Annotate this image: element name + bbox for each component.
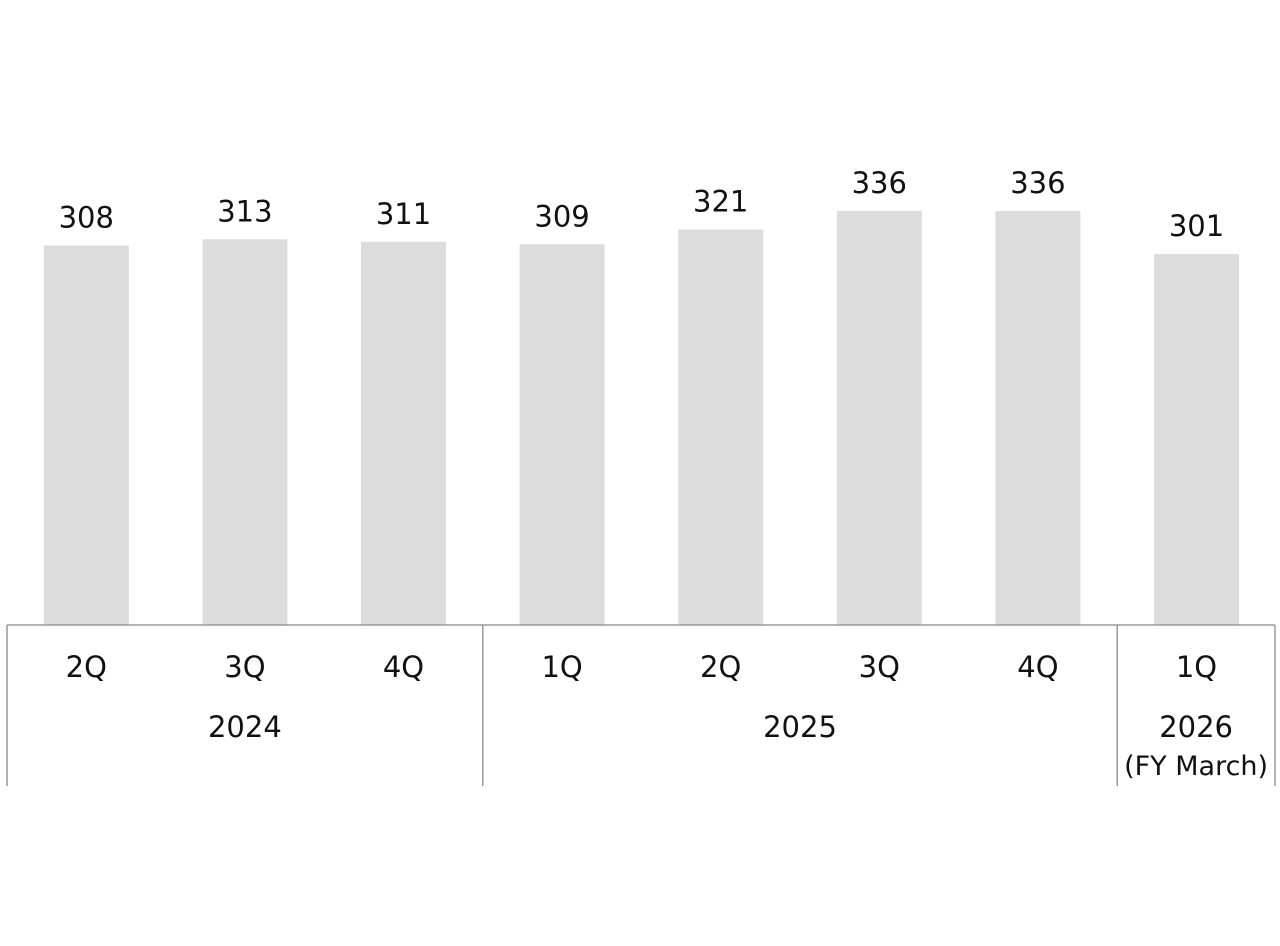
category-label-3: 1Q xyxy=(541,650,582,684)
category-label-6: 4Q xyxy=(1017,650,1058,684)
group-label-1: 2025 xyxy=(763,710,837,744)
bar-4 xyxy=(678,229,764,625)
category-label-4: 2Q xyxy=(700,650,741,684)
value-label-3: 309 xyxy=(534,199,589,233)
value-labels-layer: 308 313 311 309 321 336 336 301 xyxy=(59,166,1225,243)
value-label-7: 301 xyxy=(1169,209,1224,243)
value-label-5: 336 xyxy=(852,166,907,200)
category-label-2: 4Q xyxy=(383,650,424,684)
bar-5 xyxy=(836,211,922,625)
group-sublabel-2: (FY March) xyxy=(1124,751,1268,782)
value-label-2: 311 xyxy=(376,197,431,231)
bar-3 xyxy=(519,244,605,626)
bar-2 xyxy=(361,241,446,626)
category-labels-layer: 2Q 3Q 4Q 1Q 2Q 3Q 4Q 1Q xyxy=(66,650,1217,684)
category-label-1: 3Q xyxy=(224,650,265,684)
value-label-6: 336 xyxy=(1010,166,1065,200)
category-label-0: 2Q xyxy=(66,650,107,684)
value-label-1: 313 xyxy=(217,194,272,228)
bar-0 xyxy=(43,245,129,625)
group-labels-layer: 2024 2025 2026 (FY March) xyxy=(208,710,1268,782)
bar-1 xyxy=(202,239,288,626)
category-label-5: 3Q xyxy=(859,650,900,684)
group-label-0: 2024 xyxy=(208,710,282,744)
group-label-2: 2026 xyxy=(1159,710,1233,744)
value-label-4: 321 xyxy=(693,185,748,219)
bars-layer xyxy=(43,211,1239,626)
category-label-7: 1Q xyxy=(1176,650,1217,684)
bar-7 xyxy=(1154,254,1239,625)
category-axis xyxy=(6,624,1276,786)
value-label-0: 308 xyxy=(59,201,114,235)
bar-6 xyxy=(995,211,1081,625)
